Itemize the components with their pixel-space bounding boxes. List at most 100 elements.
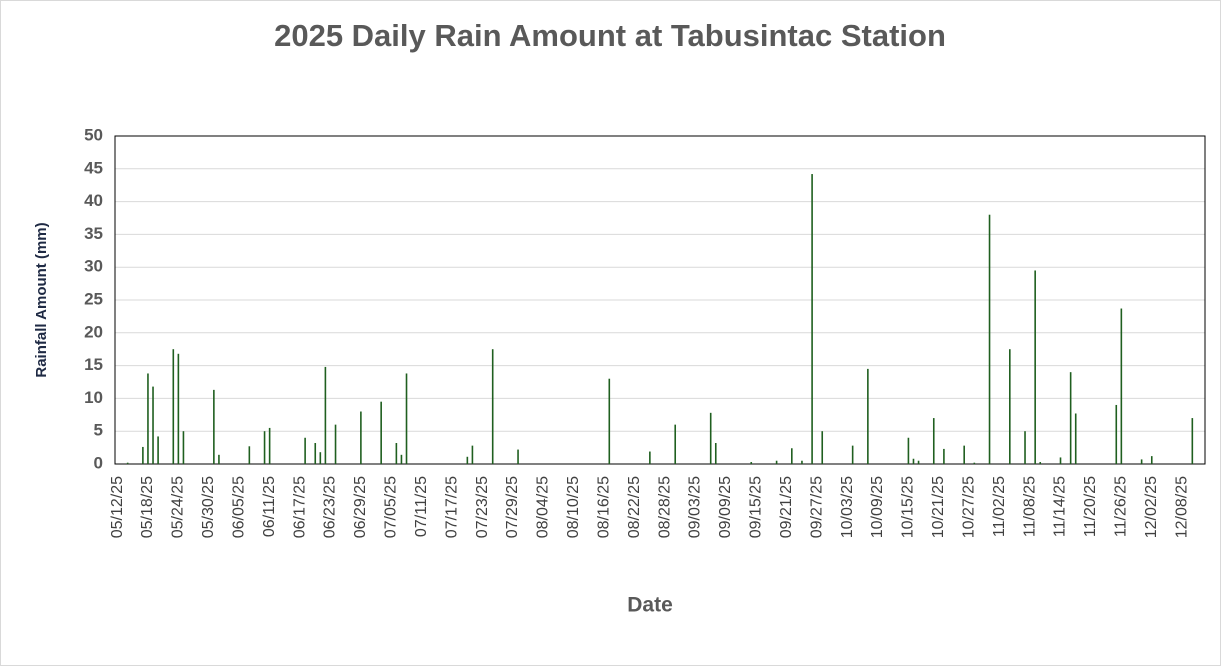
x-tick-label: 10/21/25	[930, 476, 947, 538]
x-tick-label: 08/22/25	[626, 476, 643, 538]
bar	[1074, 413, 1077, 464]
bar	[1150, 456, 1153, 464]
bar	[1009, 349, 1011, 464]
x-tick-label: 08/04/25	[535, 476, 552, 538]
x-tick-label: 07/05/25	[383, 476, 400, 538]
bar	[1191, 418, 1194, 464]
x-tick-label: 08/10/25	[565, 476, 582, 538]
x-tick-label: 06/17/25	[291, 476, 308, 538]
bar	[1059, 457, 1062, 464]
bar	[147, 373, 149, 464]
x-tick-label: 09/15/25	[748, 476, 765, 538]
y-tick-label: 5	[94, 421, 103, 440]
x-tick-label: 07/29/25	[504, 476, 521, 538]
x-tick-label: 05/12/25	[109, 476, 126, 538]
bar	[152, 386, 154, 464]
bar	[334, 424, 337, 464]
x-tick-label: 11/20/25	[1082, 476, 1099, 537]
bar	[395, 443, 398, 464]
x-tick-label: 09/09/25	[717, 476, 734, 538]
x-axis-label: Date	[627, 594, 673, 617]
bar	[912, 458, 915, 464]
bar	[1115, 404, 1118, 464]
bar	[268, 427, 271, 464]
bar	[126, 462, 129, 464]
bar	[932, 418, 935, 464]
x-tick-label: 11/14/25	[1052, 476, 1069, 537]
bar	[466, 456, 469, 464]
y-tick-label: 30	[84, 257, 103, 276]
bar	[1034, 270, 1036, 464]
bar	[811, 174, 813, 464]
x-tick-label: 07/23/25	[474, 476, 491, 538]
bar	[791, 448, 793, 464]
x-tick-label: 10/15/25	[900, 476, 917, 538]
x-tick-label: 10/03/25	[839, 476, 856, 538]
x-tick-label: 11/02/25	[991, 476, 1008, 537]
bar	[360, 411, 362, 464]
x-tick-label: 09/03/25	[687, 476, 704, 538]
x-tick-label: 05/30/25	[200, 476, 217, 538]
bar	[750, 462, 753, 464]
bar	[319, 452, 322, 464]
x-tick-label: 12/08/25	[1173, 476, 1190, 538]
bar	[142, 446, 144, 464]
x-tick-label: 08/28/25	[656, 476, 673, 538]
bar	[851, 445, 854, 464]
bar	[314, 443, 317, 464]
bar	[380, 401, 382, 464]
bar	[709, 412, 712, 464]
y-tick-label: 50	[84, 125, 103, 144]
bar	[491, 349, 494, 464]
x-tick-label: 06/05/25	[230, 476, 247, 538]
x-tick-label: 06/29/25	[352, 476, 369, 538]
y-tick-label: 10	[84, 388, 103, 407]
bar	[218, 454, 220, 464]
bar	[1120, 308, 1123, 464]
x-tick-label: 05/24/25	[170, 476, 187, 538]
bar	[304, 437, 306, 464]
bar	[263, 431, 266, 464]
y-tick-label: 40	[84, 191, 103, 210]
x-tick-label: 10/27/25	[960, 476, 977, 538]
bar	[400, 454, 403, 464]
bar	[674, 424, 677, 464]
x-tick-label: 06/23/25	[322, 476, 339, 538]
bar	[907, 437, 910, 464]
bar	[1069, 372, 1072, 464]
x-tick-label: 06/11/25	[261, 476, 278, 537]
chart-title: 2025 Daily Rain Amount at Tabusintac Sta…	[274, 18, 946, 53]
bar	[988, 214, 991, 464]
bar	[324, 366, 327, 464]
y-tick-label: 0	[94, 453, 103, 472]
x-tick-label: 07/17/25	[443, 476, 460, 538]
plot-border	[114, 135, 1206, 465]
x-tick-label: 08/16/25	[595, 476, 612, 538]
bar	[1140, 459, 1143, 464]
bar	[608, 378, 611, 464]
bar	[177, 353, 180, 464]
x-tick-label: 09/27/25	[808, 476, 825, 538]
y-tick-label: 35	[84, 224, 103, 243]
y-tick-label: 15	[84, 355, 103, 374]
bar	[973, 462, 976, 464]
bar	[471, 445, 474, 464]
bar	[821, 431, 824, 464]
bar	[1039, 462, 1042, 464]
y-tick-label: 25	[84, 289, 103, 308]
bar	[1024, 431, 1026, 464]
bar	[775, 460, 778, 464]
bar	[714, 443, 717, 464]
bar	[801, 460, 803, 464]
x-tick-label: 09/21/25	[778, 476, 795, 538]
y-axis-label: Rainfall Amount (mm)	[33, 222, 50, 377]
bar	[182, 431, 185, 464]
x-tick-label: 10/09/25	[869, 476, 886, 538]
bar	[213, 389, 215, 464]
bar	[248, 446, 251, 464]
y-tick-label: 45	[84, 158, 103, 177]
y-tick-label: 20	[84, 322, 103, 341]
x-tick-label: 07/11/25	[413, 476, 430, 537]
x-tick-label: 11/08/25	[1021, 476, 1038, 537]
